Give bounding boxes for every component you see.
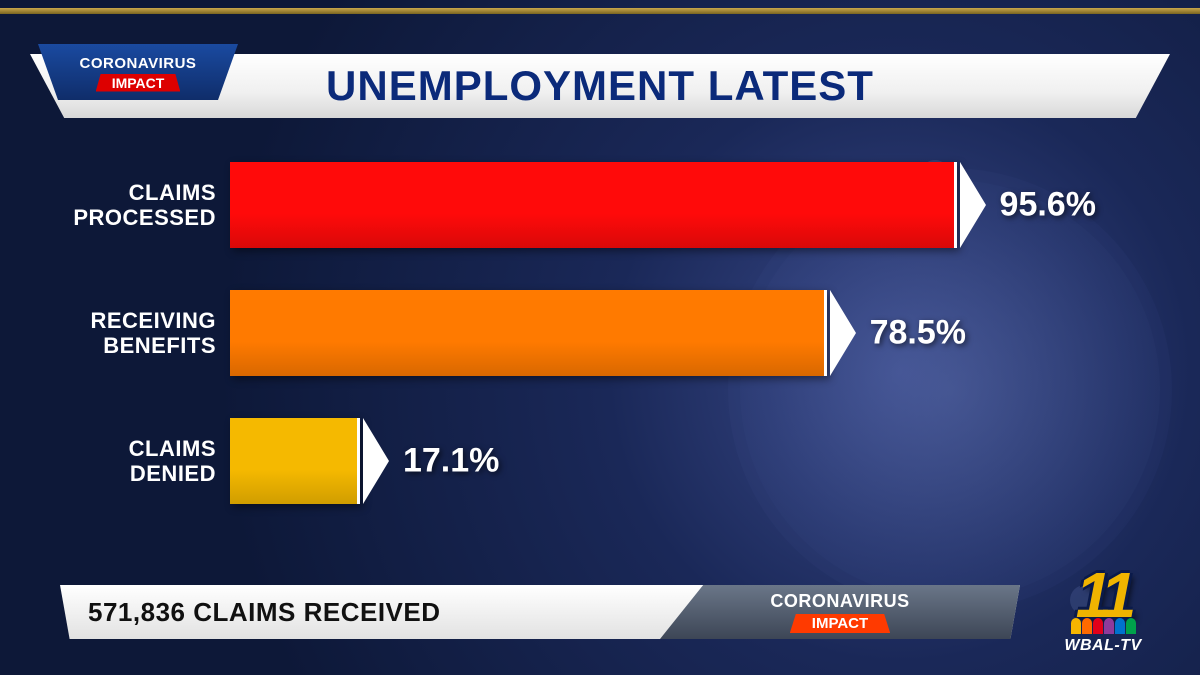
peacock-feather: [1071, 618, 1081, 634]
bar-chart: CLAIMSPROCESSED95.6%RECEIVINGBENEFITS78.…: [60, 150, 1160, 516]
title-banner: UNEMPLOYMENT LATEST CORONAVIRUS IMPACT: [30, 54, 1170, 118]
station-logo: 11 WBAL-TV: [1028, 570, 1178, 655]
bar-row: RECEIVINGBENEFITS 78.5%: [60, 278, 1160, 388]
bar-row: CLAIMSPROCESSED95.6%: [60, 150, 1160, 260]
peacock-feather: [1126, 618, 1136, 634]
bar-arrow: [830, 290, 856, 376]
peacock-feather: [1115, 618, 1125, 634]
peacock-feather: [1082, 618, 1092, 634]
coronavirus-tag-top: CORONAVIRUS IMPACT: [38, 44, 238, 100]
logo-number: 11: [1028, 570, 1178, 621]
page-title: UNEMPLOYMENT LATEST: [326, 62, 874, 110]
footer-text: 571,836 CLAIMS RECEIVED: [60, 597, 441, 628]
bar-value: 17.1%: [403, 442, 499, 481]
bar-fill: [230, 418, 360, 504]
bar-value: 95.6%: [1000, 186, 1096, 225]
tag-top-line2: IMPACT: [96, 74, 181, 92]
logo-station: WBAL-TV: [1028, 637, 1178, 655]
tag-top-line1: CORONAVIRUS: [80, 55, 197, 72]
bar-fill: [230, 290, 827, 376]
bar-arrow: [363, 418, 389, 504]
peacock-feather: [1093, 618, 1103, 634]
peacock-feather: [1104, 618, 1114, 634]
peacock-icon: [1071, 618, 1136, 634]
bar-value: 78.5%: [870, 314, 966, 353]
bar-label: CLAIMSDENIED: [60, 436, 230, 487]
bar-label: RECEIVINGBENEFITS: [60, 308, 230, 359]
bar-track: 78.5%: [230, 290, 990, 376]
bar-row: CLAIMSDENIED 17.1%: [60, 406, 1160, 516]
footer-tag-line1: CORONAVIRUS: [770, 591, 909, 612]
top-rule: [0, 8, 1200, 14]
footer-tag-line2: IMPACT: [790, 614, 890, 633]
bar-track: 95.6%: [230, 162, 990, 248]
coronavirus-tag-footer: CORONAVIRUS IMPACT: [660, 585, 1020, 639]
bar-label: CLAIMSPROCESSED: [60, 180, 230, 231]
bar-fill: [230, 162, 957, 248]
footer-strip: 571,836 CLAIMS RECEIVED CORONAVIRUS IMPA…: [60, 585, 1020, 639]
bar-arrow: [960, 162, 986, 248]
bar-track: 17.1%: [230, 418, 990, 504]
